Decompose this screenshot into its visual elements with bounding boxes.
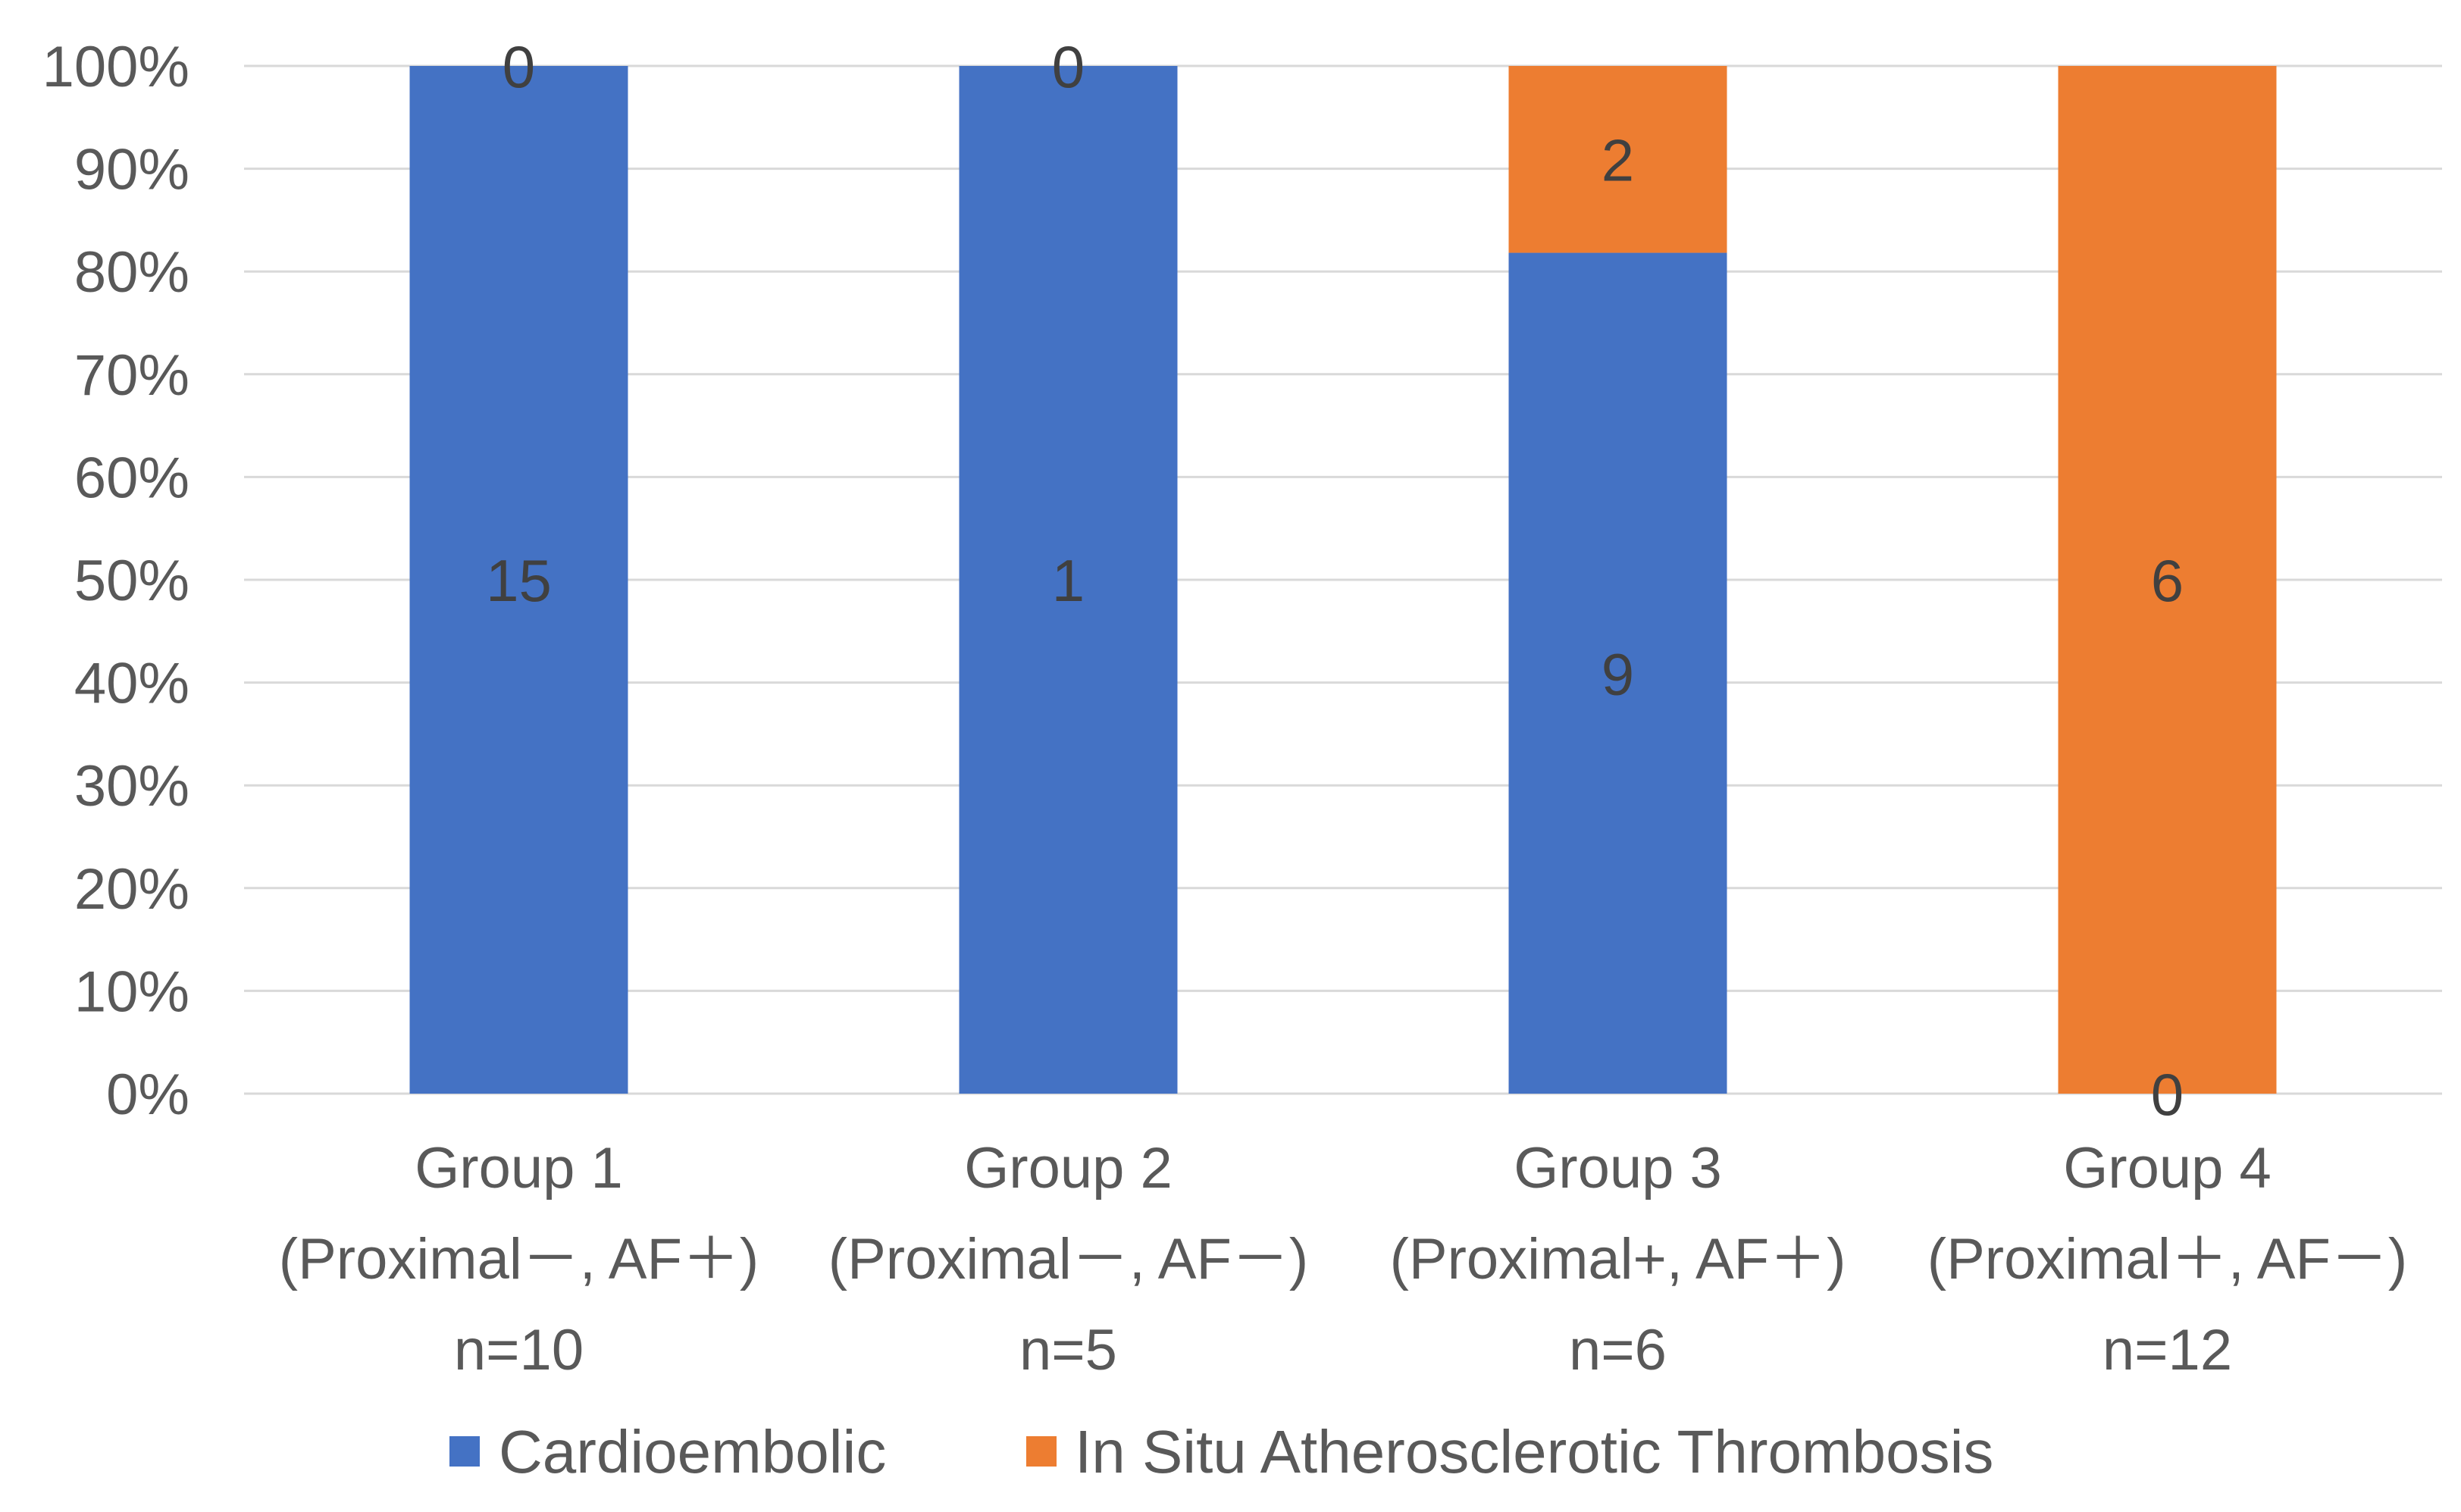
bar-segment: [409, 66, 628, 1094]
data-label: 0: [1052, 33, 1085, 100]
data-label: 0: [503, 33, 535, 100]
y-tick-label: 90%: [74, 138, 189, 202]
legend-label-in-situ-thrombosis: In Situ Atherosclerotic Thrombosis: [1075, 1418, 1993, 1485]
category-label: Group 3: [1514, 1136, 1722, 1201]
y-tick-label: 80%: [74, 240, 189, 305]
data-label: 9: [1602, 640, 1634, 707]
x-axis-categories: Group 1 (Proximal－, AF＋) n=10 Group 2 (Proxi…: [279, 1136, 2407, 1382]
category-label: (Proximal＋, AF－): [1927, 1227, 2407, 1291]
y-tick-label: 100%: [42, 35, 189, 99]
y-tick-label: 40%: [74, 652, 189, 716]
y-tick-label: 20%: [74, 857, 189, 922]
category-label: n=12: [2102, 1318, 2232, 1382]
category-label: Group 1: [415, 1136, 623, 1201]
category-label: (Proximal－, AF－): [828, 1227, 1308, 1291]
y-axis-ticks: 0% 10% 20% 30% 40% 50% 60% 70% 80% 90% 100%: [42, 35, 189, 1127]
category-label: n=6: [1569, 1318, 1667, 1382]
data-label: 2: [1602, 127, 1634, 193]
bar-segment: [2058, 66, 2277, 1094]
data-label: 15: [486, 547, 552, 614]
category-label: n=10: [454, 1318, 584, 1382]
category-label: (Proximal+, AF＋): [1390, 1227, 1846, 1291]
bar-segment: [1508, 66, 1727, 253]
y-tick-label: 70%: [74, 343, 189, 408]
bars: [409, 66, 2277, 1094]
category-label: (Proximal－, AF＋): [279, 1227, 759, 1291]
y-tick-label: 50%: [74, 549, 189, 613]
category-label: Group 2: [964, 1136, 1173, 1201]
data-label: 0: [2151, 1061, 2184, 1128]
y-tick-label: 60%: [74, 446, 189, 510]
y-tick-label: 30%: [74, 754, 189, 819]
legend: Cardioembolic In Situ Atherosclerotic Th…: [449, 1418, 1993, 1485]
legend-label-cardioembolic: Cardioembolic: [499, 1418, 886, 1485]
data-labels: 15 0 1 0 9 2 0 6: [486, 33, 2184, 1128]
data-label: 1: [1052, 547, 1085, 614]
bar-segment: [1508, 252, 1727, 1094]
data-label: 6: [2151, 547, 2184, 614]
legend-swatch-cardioembolic: [449, 1436, 480, 1467]
category-label: Group 4: [2063, 1136, 2272, 1201]
y-tick-label: 10%: [74, 959, 189, 1024]
bar-segment: [959, 66, 1178, 1094]
legend-swatch-in-situ-thrombosis: [1026, 1436, 1057, 1467]
category-label: n=5: [1019, 1318, 1117, 1382]
y-tick-label: 0%: [106, 1063, 189, 1127]
